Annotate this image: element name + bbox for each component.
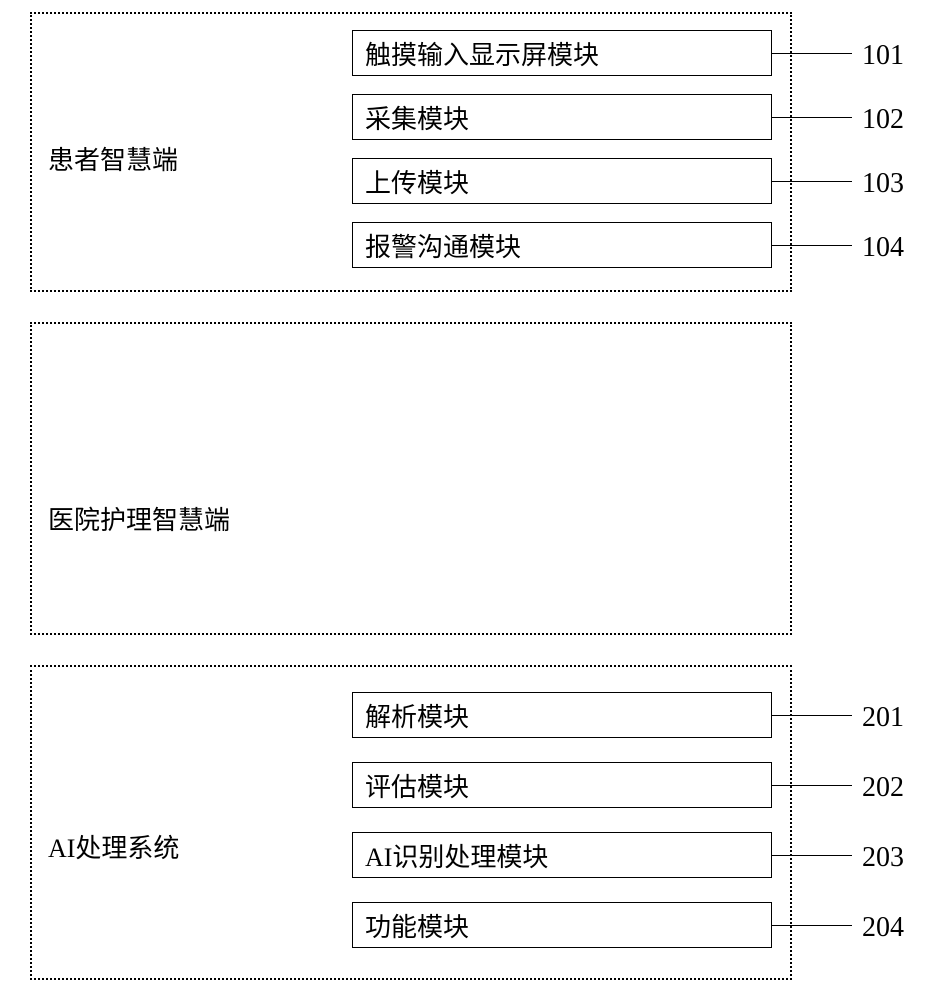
module-box: AI识别处理模块: [352, 832, 772, 878]
module-number: 101: [862, 40, 904, 72]
module-number: 103: [862, 168, 904, 200]
connector-line: [772, 785, 852, 786]
module-number: 201: [862, 702, 904, 734]
connector-line: [772, 715, 852, 716]
section-label-ai: AI处理系统: [48, 828, 179, 865]
module-number: 204: [862, 912, 904, 944]
module-label: 上传模块: [365, 163, 469, 200]
module-label: AI识别处理模块: [365, 837, 548, 874]
connector-line: [772, 181, 852, 182]
section-label-patient: 患者智慧端: [48, 140, 178, 177]
connector-line: [772, 855, 852, 856]
module-number: 102: [862, 104, 904, 136]
module-number: 202: [862, 772, 904, 804]
module-box: 功能模块: [352, 902, 772, 948]
module-label: 功能模块: [365, 907, 469, 944]
module-box: 报警沟通模块: [352, 222, 772, 268]
module-box: 评估模块: [352, 762, 772, 808]
module-box: 上传模块: [352, 158, 772, 204]
connector-line: [772, 925, 852, 926]
connector-line: [772, 53, 852, 54]
module-number: 203: [862, 842, 904, 874]
module-label: 解析模块: [365, 697, 469, 734]
module-label: 评估模块: [365, 767, 469, 804]
module-label: 触摸输入显示屏模块: [365, 35, 599, 72]
module-box: 触摸输入显示屏模块: [352, 30, 772, 76]
module-box: 采集模块: [352, 94, 772, 140]
module-number: 104: [862, 232, 904, 264]
module-label: 报警沟通模块: [365, 227, 521, 264]
module-box: 解析模块: [352, 692, 772, 738]
section-hospital: [30, 322, 792, 635]
module-label: 采集模块: [365, 99, 469, 136]
section-label-hospital: 医院护理智慧端: [48, 500, 230, 537]
connector-line: [772, 245, 852, 246]
connector-line: [772, 117, 852, 118]
